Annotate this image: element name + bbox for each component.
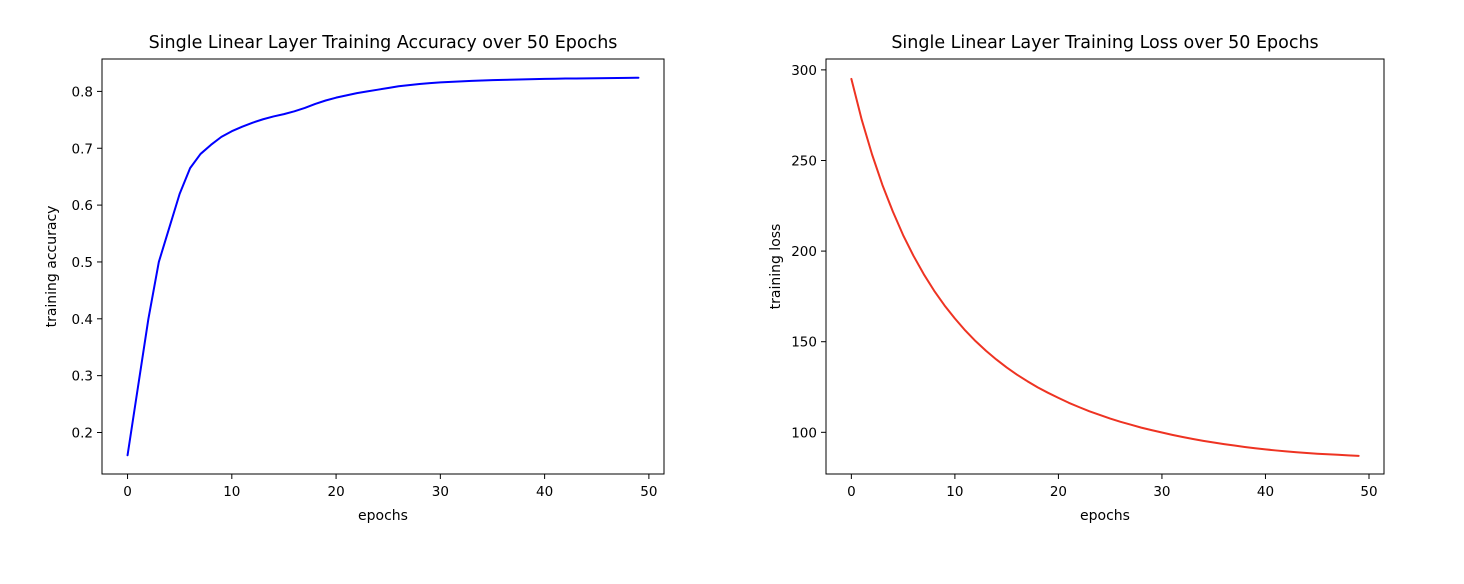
- accuracy-chart: 0 10 20 30 40 50 0.2 0.3 0.4 0.5 0.6 0.7 0.8 Single L…: [44, 33, 665, 524]
- accuracy-x-tick-label: 0: [123, 484, 132, 500]
- accuracy-x-tick-label: 50: [640, 484, 657, 500]
- accuracy-y-tick-label: 0.8: [72, 84, 93, 100]
- loss-plot-frame: [825, 58, 1385, 475]
- accuracy-chart-title: Single Linear Layer Training Accuracy ov…: [149, 33, 618, 53]
- loss-series-line: [850, 77, 1360, 457]
- loss-x-tick-label: 30: [1153, 484, 1170, 500]
- accuracy-y-axis-label: training accuracy: [44, 206, 60, 328]
- accuracy-x-axis-label: epochs: [358, 508, 408, 524]
- accuracy-y-tick-label: 0.7: [72, 141, 93, 157]
- accuracy-plot-frame: [101, 58, 665, 475]
- accuracy-y-tick-label: 0.4: [72, 312, 93, 328]
- loss-y-tick-label: 200: [791, 244, 817, 260]
- loss-y-tick-label: 300: [791, 63, 817, 79]
- loss-chart-title: Single Linear Layer Training Loss over 5…: [891, 33, 1318, 53]
- loss-y-tick-label: 150: [791, 335, 817, 351]
- accuracy-series-line: [126, 76, 640, 457]
- accuracy-y-tick-label: 0.5: [72, 255, 93, 271]
- accuracy-y-tick-label: 0.3: [72, 369, 93, 385]
- loss-x-tick-label: 20: [1050, 484, 1067, 500]
- accuracy-y-tick-label: 0.6: [72, 198, 93, 214]
- loss-x-tick-label: 50: [1360, 484, 1377, 500]
- accuracy-y-tick-label: 0.2: [72, 426, 93, 442]
- loss-x-tick-label: 40: [1257, 484, 1274, 500]
- loss-chart: 0 10 20 30 40 50 100 150 200 250 300 Single Linear …: [768, 33, 1385, 524]
- loss-x-tick-label: 0: [847, 484, 856, 500]
- loss-y-tick-label: 250: [791, 153, 817, 169]
- loss-y-axis-label: training loss: [768, 224, 784, 310]
- accuracy-x-tick-label: 20: [327, 484, 344, 500]
- loss-x-axis-label: epochs: [1080, 508, 1130, 524]
- accuracy-x-tick-label: 40: [536, 484, 553, 500]
- loss-y-tick-label: 100: [791, 425, 817, 441]
- accuracy-x-tick-label: 30: [432, 484, 449, 500]
- loss-x-tick-label: 10: [946, 484, 963, 500]
- accuracy-x-tick-label: 10: [223, 484, 240, 500]
